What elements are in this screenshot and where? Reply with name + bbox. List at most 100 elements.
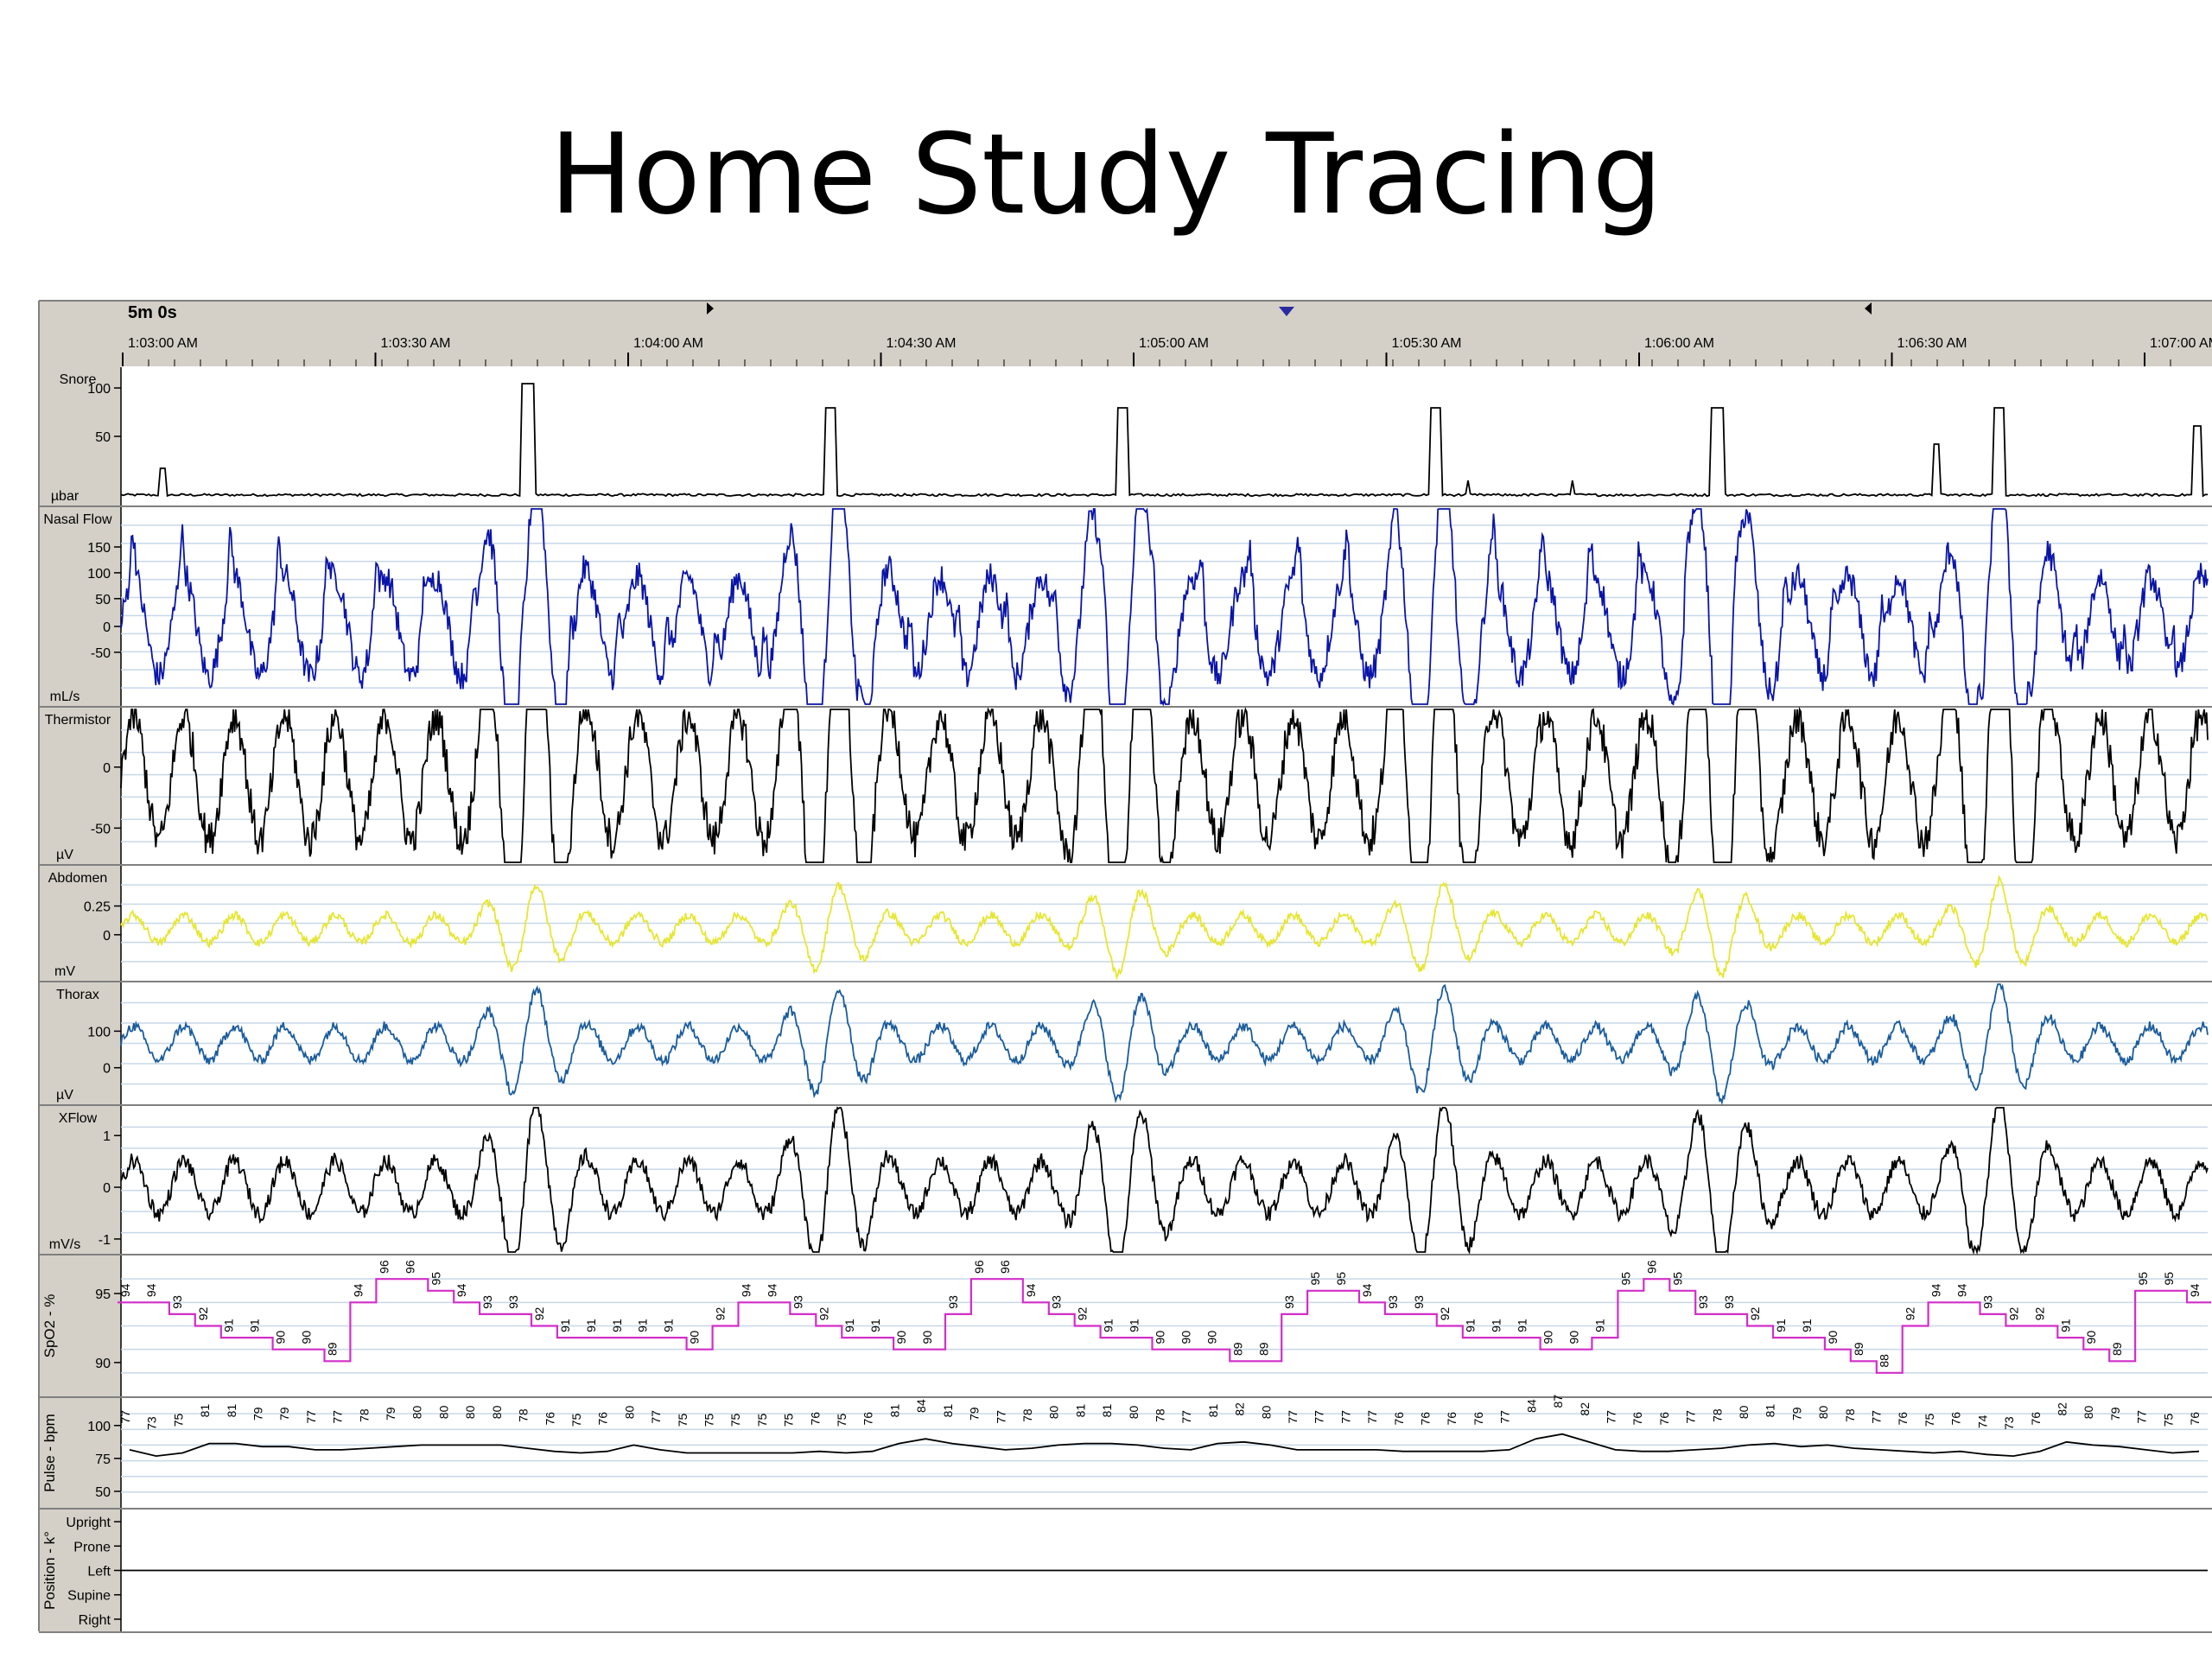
value-label: 91 <box>662 1319 676 1332</box>
value-label: 80 <box>490 1405 504 1419</box>
y-tick-label: -50 <box>91 822 111 836</box>
value-label: 91 <box>1516 1319 1529 1332</box>
value-label: 77 <box>1286 1410 1300 1424</box>
value-label: 75 <box>835 1414 849 1427</box>
value-label: 89 <box>1230 1342 1244 1356</box>
y-tick-label: 50 <box>95 593 111 607</box>
channel-xflow: XFlow mV/s 1 0 -1 <box>39 1106 2212 1255</box>
channel-name: Position - k° <box>41 1531 58 1610</box>
value-label: 95 <box>1334 1272 1348 1286</box>
channel-thermistor: Thermistor µV 0 -50 <box>39 706 2212 866</box>
y-tick-label: 100 <box>87 1420 111 1434</box>
value-label: 90 <box>1154 1331 1167 1344</box>
channel-position: Position - k° Upright Prone Left Supine Right <box>39 1510 2212 1633</box>
time-tick-label: 1:04:30 AM <box>887 336 957 351</box>
value-label: 76 <box>596 1412 610 1426</box>
value-label: 93 <box>1386 1295 1400 1309</box>
value-label: 78 <box>1154 1408 1167 1422</box>
value-label: 79 <box>2108 1407 2122 1421</box>
channel-name: Nasal Flow <box>43 512 112 527</box>
value-label: 79 <box>1789 1407 1803 1421</box>
time-tick-label: 1:05:30 AM <box>1392 336 1462 351</box>
channel-name: Pulse - bpm <box>41 1414 58 1492</box>
y-tick-label: 100 <box>87 567 111 582</box>
value-label: 88 <box>1878 1354 1891 1368</box>
value-label: 92 <box>196 1307 210 1321</box>
channel-name: Abdomen <box>48 871 108 886</box>
time-header <box>39 301 2212 366</box>
value-label: 76 <box>543 1412 556 1426</box>
value-label: 77 <box>994 1410 1007 1424</box>
y-tick-label: Upright <box>66 1516 111 1530</box>
value-label: 92 <box>532 1307 546 1321</box>
range-start-marker <box>707 302 714 315</box>
value-label: 91 <box>222 1319 236 1332</box>
time-tick-label: 1:03:00 AM <box>128 336 198 351</box>
value-label: 80 <box>1047 1405 1061 1419</box>
value-label: 80 <box>2082 1405 2095 1419</box>
value-label: 79 <box>277 1407 291 1421</box>
value-label: 75 <box>728 1414 742 1427</box>
value-label: 91 <box>248 1319 262 1332</box>
value-label: 89 <box>326 1342 340 1356</box>
time-tick-label: 1:04:00 AM <box>633 336 703 351</box>
value-label: 93 <box>480 1295 494 1309</box>
value-label: 76 <box>1445 1412 1459 1426</box>
time-tick-label: 1:03:30 AM <box>381 336 451 351</box>
value-label: 90 <box>1205 1331 1218 1344</box>
trace-thorax <box>120 983 2209 1106</box>
value-label: 78 <box>1710 1408 1724 1422</box>
value-label: 92 <box>817 1307 830 1321</box>
value-label: 77 <box>1313 1410 1326 1424</box>
value-label: 77 <box>1684 1410 1698 1424</box>
value-label: 77 <box>1338 1410 1352 1424</box>
value-label: 80 <box>1127 1405 1141 1419</box>
time-tick-label: 1:07:00 AM <box>2150 336 2212 351</box>
value-label: 81 <box>1764 1404 1777 1418</box>
value-label: 94 <box>351 1283 365 1297</box>
value-label: 80 <box>436 1405 450 1419</box>
channel-thorax: Thorax µV 100 0 <box>39 982 2212 1106</box>
y-tick-label: 150 <box>87 541 111 556</box>
y-tick-label: Supine <box>67 1589 111 1604</box>
y-tick-label: 100 <box>87 1025 111 1039</box>
value-label: 92 <box>1748 1307 1762 1321</box>
y-tick-label: 0.25 <box>84 900 111 915</box>
value-label: 90 <box>274 1331 288 1344</box>
value-label: 90 <box>1567 1331 1581 1344</box>
value-label: 82 <box>1233 1402 1247 1416</box>
value-label: 90 <box>2084 1331 2098 1344</box>
range-end-marker <box>1865 302 1872 315</box>
value-label: 81 <box>1206 1404 1220 1418</box>
value-label: 75 <box>782 1414 796 1427</box>
value-label: 76 <box>2188 1412 2202 1426</box>
channel-name: Thermistor <box>45 713 111 728</box>
value-label: 94 <box>454 1283 468 1297</box>
label-column <box>39 301 121 1631</box>
value-label: 76 <box>2029 1412 2043 1426</box>
value-label: 75 <box>569 1414 583 1427</box>
value-label: 91 <box>1774 1319 1788 1332</box>
channel-nasal_flow: Nasal Flow mL/s 150 100 50 0 -50 <box>39 507 2212 708</box>
value-label: 96 <box>377 1260 391 1274</box>
channel-snore: Snore µbar 100 50 <box>39 367 2212 507</box>
value-label: 77 <box>1870 1410 1884 1424</box>
value-label: 77 <box>118 1410 132 1424</box>
value-label: 79 <box>968 1407 982 1421</box>
value-label: 93 <box>170 1295 184 1309</box>
value-label: 94 <box>740 1283 753 1297</box>
value-label: 92 <box>2006 1307 2020 1321</box>
value-label: 92 <box>1438 1307 1452 1321</box>
channel-pulse: Pulse - bpm 100 75 50 77 73 75 81 81 79 79 77 77 78 79… <box>39 1395 2212 1510</box>
value-label: 94 <box>1929 1283 1943 1297</box>
value-label: 90 <box>1541 1331 1555 1344</box>
value-label: 78 <box>1843 1408 1857 1422</box>
value-label: 76 <box>808 1412 822 1426</box>
value-label: 74 <box>1975 1414 1989 1428</box>
channel-unit: µV <box>56 848 73 862</box>
value-label: 82 <box>1578 1402 1592 1416</box>
value-label: 91 <box>2058 1319 2072 1332</box>
value-label: 89 <box>2110 1342 2124 1356</box>
y-tick-label: 50 <box>95 430 111 445</box>
value-label: 95 <box>1308 1272 1322 1286</box>
